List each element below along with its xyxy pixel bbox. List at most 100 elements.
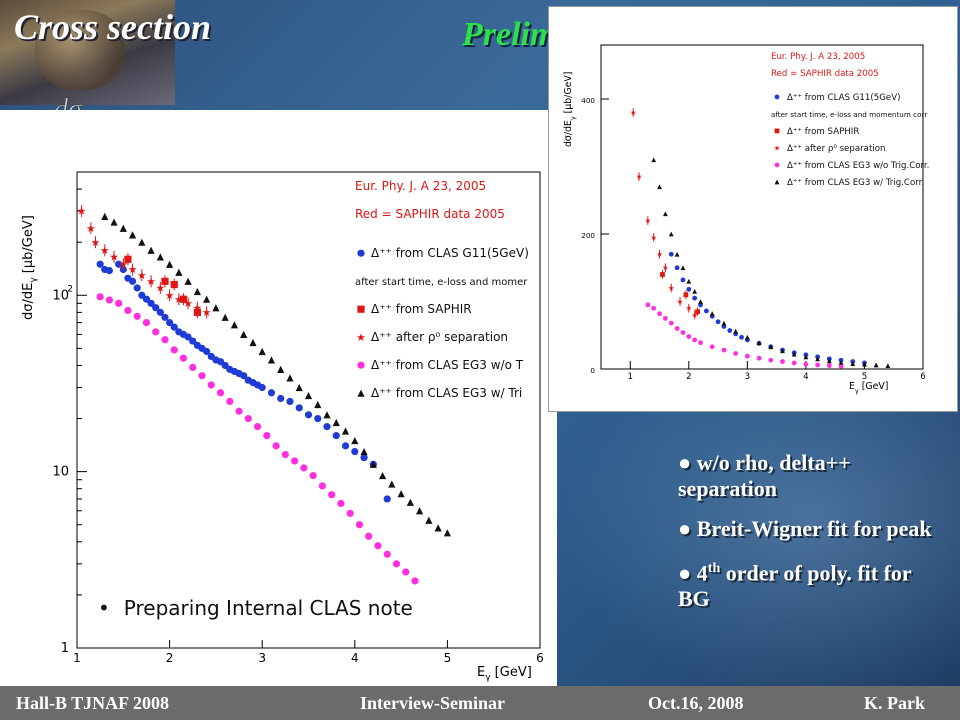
- data-point: ★: [645, 216, 651, 225]
- y-tick-label-exponent: 2: [67, 284, 73, 294]
- data-point: [873, 362, 879, 368]
- data-point: [249, 338, 257, 347]
- data-point: [115, 260, 123, 268]
- data-point: [203, 347, 211, 356]
- data-point: [170, 346, 178, 354]
- data-point: [300, 464, 308, 472]
- data-point: [692, 295, 698, 301]
- data-point: [791, 351, 797, 357]
- data-point: [383, 550, 391, 558]
- data-point: [683, 292, 689, 298]
- data-point: [179, 295, 188, 303]
- data-point: [378, 471, 387, 480]
- data-point: [110, 218, 118, 226]
- data-point: [838, 359, 844, 365]
- data-point: [721, 320, 727, 326]
- data-point: [406, 498, 414, 506]
- bullet-text: order of poly. fit for BG: [678, 560, 912, 612]
- data-point: [703, 308, 709, 314]
- data-point: [674, 265, 680, 271]
- legend-label: Δ⁺⁺ from CLAS G11(5GeV): [371, 246, 529, 260]
- data-point: [277, 365, 285, 373]
- data-point: [314, 400, 322, 409]
- x-axis-label: Eγ [GeV]: [849, 381, 888, 395]
- legend-label: Δ⁺⁺ from CLAS EG3 w/o T: [371, 358, 524, 372]
- data-point: [152, 328, 160, 336]
- main-chart-panel: 1 2 3 4 5 6 1 10 10 2 dσ/dEγ [μb/GeV] Eγ [GeV] ★ ★ ★ ★ ★…: [0, 110, 557, 690]
- data-point: [267, 389, 276, 397]
- data-point: [253, 423, 262, 431]
- data-point: [291, 457, 299, 465]
- data-point: ★: [183, 297, 193, 310]
- data-point: [263, 432, 271, 440]
- data-point: ★: [630, 108, 636, 117]
- data-point: [739, 334, 744, 340]
- data-point: ★: [146, 275, 156, 288]
- data-point: ★: [668, 283, 674, 292]
- data-point: ★: [174, 293, 184, 306]
- bullet-item: ● Breit-Wigner fit for peak: [678, 516, 932, 541]
- data-point: [680, 330, 686, 335]
- data-point: [374, 542, 382, 550]
- y-tick-label: 1: [61, 641, 69, 656]
- data-point: ★: [686, 304, 692, 313]
- data-point: [680, 277, 686, 283]
- data-point: [645, 302, 651, 308]
- legend-marker: [774, 162, 780, 168]
- x-tick-label: 4: [351, 651, 359, 665]
- data-point: [198, 372, 206, 380]
- data-point: ★: [636, 172, 642, 181]
- data-point: ★: [91, 236, 101, 249]
- data-point: [318, 482, 326, 490]
- data-point: [286, 397, 294, 406]
- x-tick-label: 6: [536, 651, 544, 665]
- legend-label: Δ⁺⁺ after ρ⁰ separation: [371, 330, 508, 344]
- x-tick-label: 5: [862, 372, 868, 382]
- bullet-text: w/o rho, delta++ separation: [678, 450, 851, 501]
- data-point: [756, 340, 762, 346]
- data-point: [96, 293, 104, 301]
- data-point: [156, 308, 164, 316]
- y-tick-label: 400: [581, 96, 595, 105]
- bullet-sup: th: [707, 561, 721, 576]
- legend-marker: [774, 179, 780, 185]
- data-point: [383, 495, 391, 503]
- data-point: [115, 299, 123, 307]
- bullet-item: ● w/o rho, delta++ separation: [678, 450, 851, 501]
- bullet-lead: 4: [696, 560, 708, 586]
- data-point: [686, 334, 692, 339]
- legend-label: Δ⁺⁺ from SAPHIR: [787, 127, 859, 137]
- data-point: [351, 436, 359, 445]
- data-point: [323, 423, 331, 431]
- data-point: [105, 296, 114, 304]
- data-point: ★: [86, 222, 96, 235]
- data-point: [277, 394, 285, 403]
- legend-label: after start time, e-loss and momentum co…: [771, 110, 927, 119]
- data-point: [212, 304, 220, 312]
- legend-label: Δ⁺⁺ from CLAS EG3 w/ Trig.Corr.: [787, 178, 924, 188]
- data-point: [686, 278, 692, 284]
- x-tick-label: 1: [628, 372, 634, 382]
- data-point: [692, 337, 698, 343]
- legend-header: Red = SAPHIR data 2005: [355, 207, 505, 221]
- x-axis-label-unit: [GeV]: [859, 381, 889, 392]
- y-axis-label: dσ/dEγ [μb/GeV]: [563, 72, 577, 147]
- data-point: [733, 328, 739, 334]
- data-point: ★: [137, 269, 147, 282]
- detector-photo: [0, 0, 175, 105]
- data-point: [235, 407, 243, 415]
- data-point: [226, 397, 234, 406]
- data-point: [651, 305, 657, 311]
- data-point: [815, 362, 821, 368]
- data-point: [133, 284, 141, 292]
- legend-header: Eur. Phy. J. A 23, 2005: [355, 179, 486, 193]
- data-point: [862, 361, 867, 367]
- y-tick-label: 0: [590, 366, 595, 375]
- data-point: [680, 265, 686, 271]
- footer-bar: Hall-B TJNAF 2008 Interview-Seminar Oct.…: [0, 686, 960, 720]
- data-point: [128, 277, 137, 285]
- data-point: ★: [109, 251, 119, 264]
- note-text: • Preparing Internal CLAS note: [98, 596, 413, 620]
- data-point: [850, 361, 856, 366]
